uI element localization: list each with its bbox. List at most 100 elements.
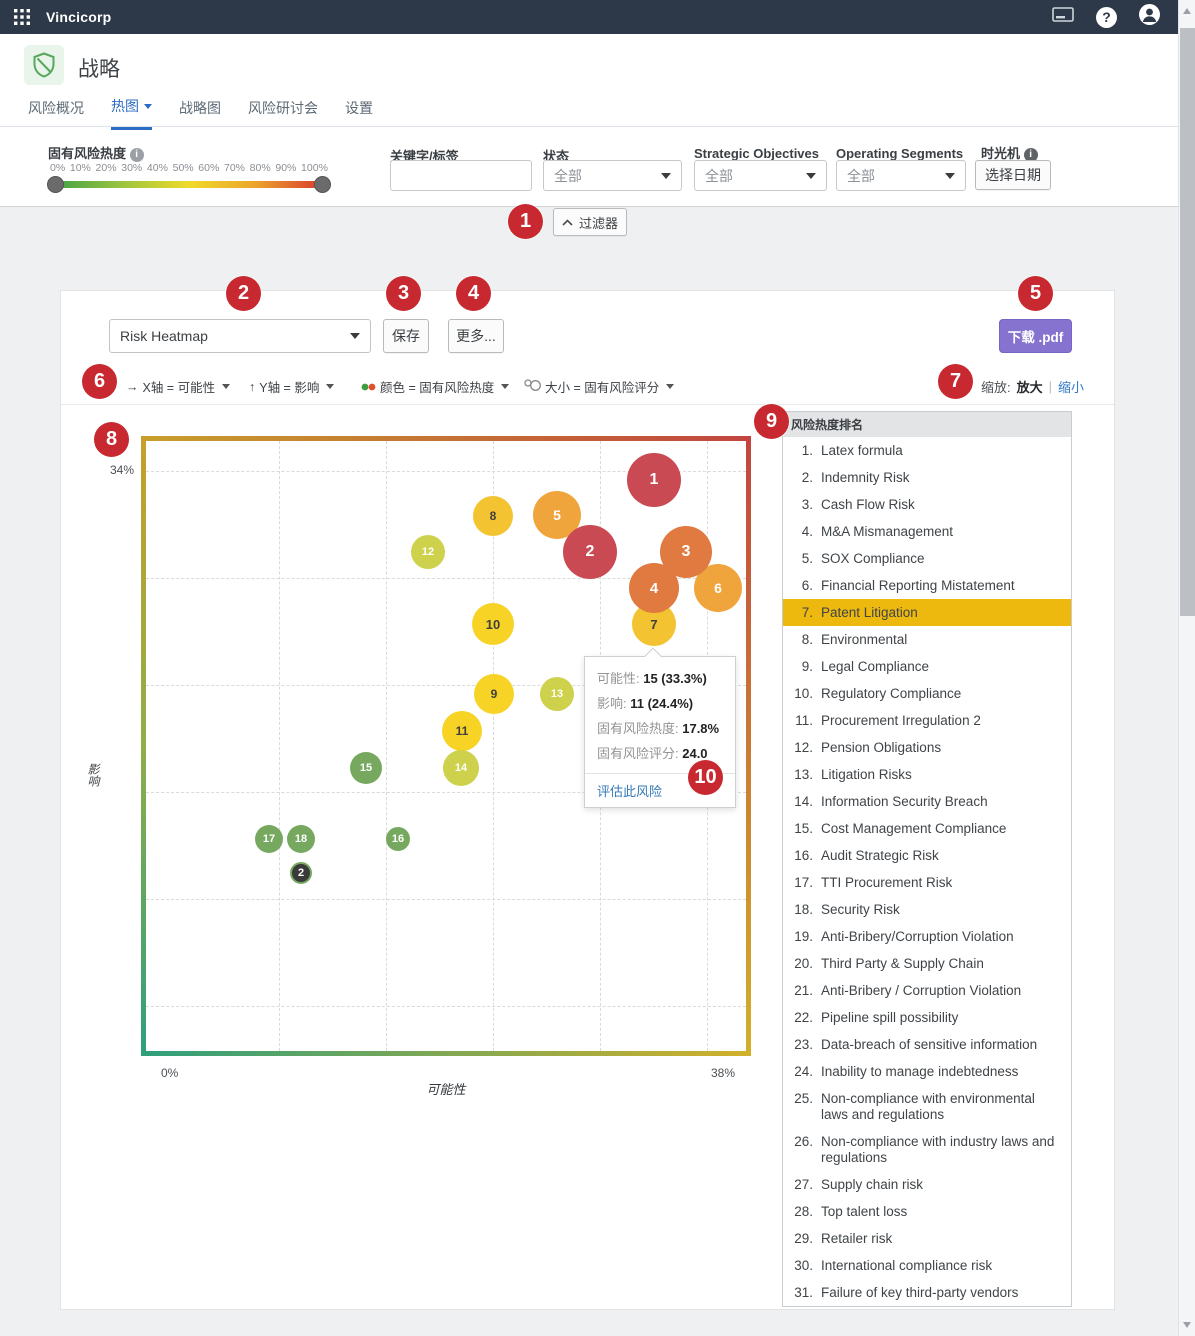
risk-bubble-9[interactable]: 9 — [474, 674, 514, 714]
frame-gradient-bottom — [141, 1051, 751, 1056]
gridline — [279, 441, 280, 1051]
ranking-item-11[interactable]: 11. Procurement Irregulation 2 — [795, 712, 981, 728]
risk-bubble-10[interactable]: 10 — [472, 603, 514, 645]
assess-risk-link[interactable]: 评估此风险 — [585, 773, 735, 807]
heat-tick: 20% — [95, 162, 117, 174]
ranking-item-26[interactable]: 26. Non-compliance with industry laws and… — [794, 1133, 1055, 1165]
ranking-item-2[interactable]: 2. Indemnity Risk — [801, 469, 910, 485]
chevron-down-icon — [501, 384, 510, 389]
annotation-badge-10: 10 — [688, 760, 723, 795]
risk-cluster[interactable]: 2 — [290, 862, 312, 884]
gridline — [493, 441, 494, 1051]
tab-4[interactable]: 设置 — [345, 99, 373, 116]
select-date-button[interactable]: 选择日期 — [975, 160, 1051, 190]
ranking-item-25[interactable]: 25. Non-compliance with environmental law… — [794, 1090, 1035, 1122]
risk-bubble-17[interactable]: 17 — [255, 825, 283, 853]
annotation-badge-2: 2 — [226, 276, 261, 311]
download-pdf-button[interactable]: 下载 .pdf — [999, 319, 1072, 353]
zoom-out-link[interactable]: 缩小 — [1058, 380, 1085, 395]
ranking-item-1[interactable]: 1. Latex formula — [801, 442, 903, 458]
zoom-in-link[interactable]: 放大 — [1016, 380, 1043, 395]
save-button[interactable]: 保存 — [383, 319, 429, 353]
more-button[interactable]: 更多... — [448, 319, 504, 353]
ranking-item-7[interactable]: 7. Patent Litigation — [783, 599, 1071, 626]
tab-3[interactable]: 风险研讨会 — [248, 99, 318, 116]
ranking-item-22[interactable]: 22. Pipeline spill possibility — [794, 1009, 959, 1025]
gridline — [146, 899, 746, 900]
app-grid-icon[interactable] — [14, 9, 30, 25]
chevron-up-icon — [562, 218, 573, 226]
heat-range-slider[interactable] — [47, 176, 331, 193]
x-axis-control[interactable]: → X轴 = 可能性 — [126, 377, 231, 396]
color-control[interactable]: 颜色 = 固有风险热度 — [361, 377, 510, 396]
ranking-item-30[interactable]: 30. International compliance risk — [794, 1257, 993, 1273]
ranking-item-19[interactable]: 19. Anti-Bribery/Corruption Violation — [794, 928, 1014, 944]
ranking-item-21[interactable]: 21. Anti-Bribery / Corruption Violation — [794, 982, 1022, 998]
risk-bubble-2[interactable]: 2 — [563, 525, 617, 579]
risk-bubble-13[interactable]: 13 — [540, 677, 574, 711]
ranking-item-3[interactable]: 3. Cash Flow Risk — [801, 496, 915, 512]
ranking-item-23[interactable]: 23. Data-breach of sensitive information — [794, 1036, 1038, 1052]
ranking-item-15[interactable]: 15. Cost Management Compliance — [794, 820, 1007, 836]
brand[interactable]: Vincicorp — [46, 9, 112, 25]
view-select[interactable]: Risk Heatmap — [109, 319, 371, 353]
ranking-item-16[interactable]: 16. Audit Strategic Risk — [794, 847, 939, 863]
tab-divider — [0, 126, 1178, 127]
ranking-item-12[interactable]: 12. Pension Obligations — [794, 739, 942, 755]
ranking-item-29[interactable]: 29. Retailer risk — [794, 1230, 893, 1246]
status-select[interactable]: 全部 — [543, 160, 682, 191]
ranking-item-5[interactable]: 5. SOX Compliance — [801, 550, 925, 566]
y-axis-control[interactable]: ↑ Y轴 = 影响 — [249, 377, 335, 396]
tab-2[interactable]: 战略图 — [179, 99, 221, 116]
risk-bubble-1[interactable]: 1 — [627, 453, 681, 507]
risk-bubble-14[interactable]: 14 — [443, 750, 479, 786]
ranking-item-24[interactable]: 24. Inability to manage indebtedness — [794, 1063, 1019, 1079]
scroll-down-arrow[interactable] — [1183, 1322, 1191, 1328]
segments-select[interactable]: 全部 — [836, 160, 966, 191]
risk-bubble-4[interactable]: 4 — [629, 563, 679, 613]
help-icon[interactable]: ? — [1096, 6, 1117, 28]
keyword-input[interactable] — [390, 160, 532, 191]
info-icon[interactable]: i — [129, 148, 144, 162]
ranking-item-10[interactable]: 10. Regulatory Compliance — [794, 685, 962, 701]
slider-handle-max[interactable] — [314, 176, 331, 193]
ranking-item-18[interactable]: 18. Security Risk — [794, 901, 900, 917]
ranking-item-4[interactable]: 4. M&A Mismanagement — [801, 523, 954, 539]
risk-bubble-11[interactable]: 11 — [442, 711, 482, 751]
tooltip-row: 可能性: 15 (33.3%) — [597, 671, 707, 686]
ranking-item-9[interactable]: 9. Legal Compliance — [801, 658, 930, 674]
ranking-item-27[interactable]: 27. Supply chain risk — [794, 1176, 924, 1192]
bubble-tooltip: 可能性: 15 (33.3%) 影响: 11 (24.4%) 固有风险热度: 17.… — [584, 647, 736, 808]
ranking-item-13[interactable]: 13. Litigation Risks — [794, 766, 912, 782]
tab-0[interactable]: 风险概况 — [28, 99, 84, 116]
tab-1[interactable]: 热图 — [111, 96, 152, 130]
heatmap-card: Risk Heatmap 保存 更多... 下载 .pdf → X轴 = 可能性… — [60, 290, 1115, 1310]
ranking-item-20[interactable]: 20. Third Party & Supply Chain — [794, 955, 984, 971]
frame-gradient-right — [746, 436, 751, 1056]
slider-handle-min[interactable] — [47, 176, 64, 193]
risk-bubble-15[interactable]: 15 — [350, 752, 382, 784]
risk-bubble-12[interactable]: 12 — [411, 535, 445, 569]
ranking-item-14[interactable]: 14. Information Security Breach — [794, 793, 988, 809]
ranking-item-31[interactable]: 31. Failure of key third-party vendors — [794, 1284, 1019, 1300]
scrollbar-thumb[interactable] — [1180, 28, 1195, 616]
ranking-item-8[interactable]: 8. Environmental — [801, 631, 908, 647]
info-icon[interactable]: i — [1023, 148, 1038, 162]
ranking-item-28[interactable]: 28. Top talent loss — [794, 1203, 908, 1219]
scrollbar[interactable] — [1178, 0, 1195, 1336]
annotation-badge-7: 7 — [938, 364, 973, 399]
objectives-select[interactable]: 全部 — [694, 160, 827, 191]
ranking-item-17[interactable]: 17. TTI Procurement Risk — [794, 874, 953, 890]
heat-tick: 80% — [249, 162, 271, 174]
size-control[interactable]: 大小 = 固有风险评分 — [524, 377, 675, 396]
risk-bubble-16[interactable]: 16 — [386, 827, 410, 851]
ranking-item-6[interactable]: 6. Financial Reporting Mistatement — [801, 577, 1015, 593]
user-icon[interactable] — [1139, 4, 1160, 30]
scroll-up-arrow[interactable] — [1183, 8, 1191, 14]
collapse-filters-button[interactable]: 过滤器 — [553, 208, 627, 236]
display-icon[interactable] — [1052, 6, 1074, 28]
risk-bubble-18[interactable]: 18 — [287, 825, 315, 853]
zoom-controls: 缩放: 放大 | 缩小 — [981, 379, 1085, 395]
risk-bubble-8[interactable]: 8 — [473, 496, 513, 536]
